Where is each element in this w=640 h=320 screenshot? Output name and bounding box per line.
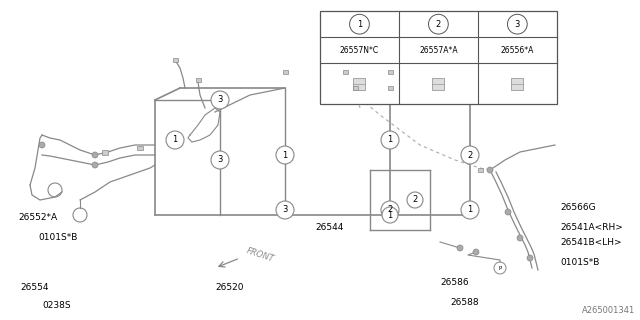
Text: 26552*A: 26552*A [18,213,57,222]
Text: 1: 1 [387,211,392,220]
Circle shape [505,209,511,215]
Circle shape [211,91,229,109]
Bar [353,86,358,90]
Bar [102,149,108,155]
Text: 2: 2 [412,196,418,204]
Text: 0238S: 0238S [42,301,70,310]
Bar [511,77,524,90]
Circle shape [461,146,479,164]
Circle shape [349,14,369,34]
Text: FRONT: FRONT [245,246,275,264]
Text: 3: 3 [218,95,223,105]
Bar [477,168,483,172]
Text: 1: 1 [467,205,472,214]
Circle shape [92,152,98,158]
Bar [137,146,143,150]
Bar [387,70,392,74]
Bar [353,77,365,90]
Text: 1: 1 [357,20,362,29]
Circle shape [487,167,493,173]
Circle shape [457,245,463,251]
Circle shape [381,201,399,219]
Text: 26557N*C: 26557N*C [340,46,379,55]
Bar [320,11,557,104]
Text: 0101S*B: 0101S*B [560,258,600,267]
Text: 26541B<LH>: 26541B<LH> [560,238,621,247]
Circle shape [429,14,448,34]
Text: 26588: 26588 [450,298,479,307]
Bar [342,70,348,74]
Text: 3: 3 [515,20,520,29]
Text: 1: 1 [282,150,287,159]
Text: 3: 3 [218,156,223,164]
Bar [387,86,392,90]
Text: 26554: 26554 [20,283,49,292]
Circle shape [473,249,479,255]
Text: 1: 1 [172,135,178,145]
Text: 2: 2 [436,20,441,29]
Text: 2: 2 [387,205,392,214]
Circle shape [381,131,399,149]
Circle shape [382,207,398,223]
Text: P: P [499,266,502,270]
Text: 0101S*B: 0101S*B [38,233,77,242]
Bar [433,77,444,90]
Circle shape [407,192,423,208]
Text: 26586: 26586 [440,278,468,287]
Text: 26566G: 26566G [560,203,596,212]
Circle shape [508,14,527,34]
Text: 1: 1 [387,135,392,145]
Text: 2: 2 [467,150,472,159]
Circle shape [166,131,184,149]
Bar [282,70,287,74]
Text: 26541A<RH>: 26541A<RH> [560,223,623,232]
Text: 26557A*A: 26557A*A [419,46,458,55]
Circle shape [39,142,45,148]
Circle shape [461,201,479,219]
Circle shape [92,162,98,168]
Text: 26520: 26520 [215,283,243,292]
Text: 26556*A: 26556*A [500,46,534,55]
Circle shape [527,255,533,261]
Bar [173,58,177,62]
Text: 3: 3 [282,205,288,214]
Circle shape [276,146,294,164]
Circle shape [211,151,229,169]
Text: 26544: 26544 [315,223,344,232]
Circle shape [517,235,523,241]
Circle shape [276,201,294,219]
Text: A265001341: A265001341 [582,306,635,315]
Bar [195,78,200,82]
